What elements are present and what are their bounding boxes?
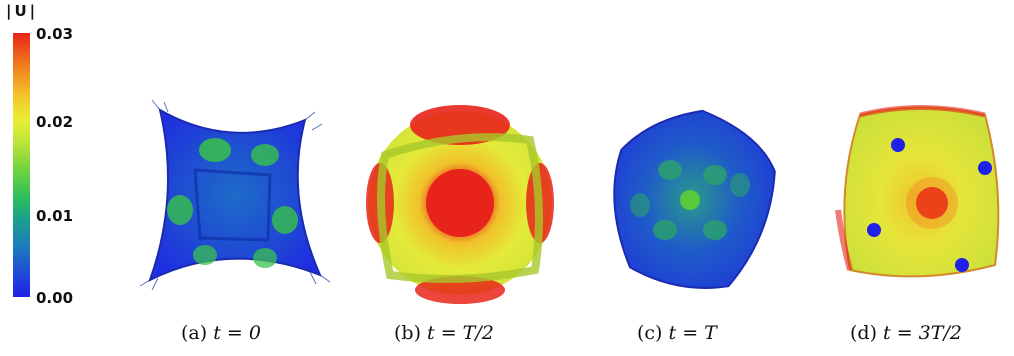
caption-b-label: (b) bbox=[394, 322, 421, 344]
panel-c-image bbox=[613, 109, 776, 289]
caption-d: (d) t = 3T/2 bbox=[850, 322, 962, 344]
colorbar-tick-high: 0.02 bbox=[36, 113, 74, 131]
colorbar-tick-low: 0.01 bbox=[36, 207, 74, 225]
caption-b: (b) t = T/2 bbox=[394, 322, 494, 344]
caption-c-label: (c) bbox=[637, 322, 663, 344]
caption-d-math: t = 3T/2 bbox=[883, 322, 962, 344]
caption-c: (c) t = T bbox=[637, 322, 717, 344]
caption-a: (a) t = 0 bbox=[181, 322, 261, 344]
caption-a-math: t = 0 bbox=[213, 322, 261, 344]
caption-a-label: (a) bbox=[181, 322, 208, 344]
colorbar-tick-max: 0.03 bbox=[36, 25, 74, 43]
panel-a-image bbox=[139, 99, 331, 291]
caption-b-math: t = T/2 bbox=[427, 322, 494, 344]
colorbar-title: |U| bbox=[6, 2, 39, 20]
colorbar-tick-min: 0.00 bbox=[36, 289, 74, 307]
panel-b-image bbox=[366, 105, 554, 304]
panel-d-image bbox=[835, 105, 1000, 278]
caption-c-math: t = T bbox=[668, 322, 717, 344]
colorbar bbox=[13, 33, 30, 297]
caption-d-label: (d) bbox=[850, 322, 877, 344]
